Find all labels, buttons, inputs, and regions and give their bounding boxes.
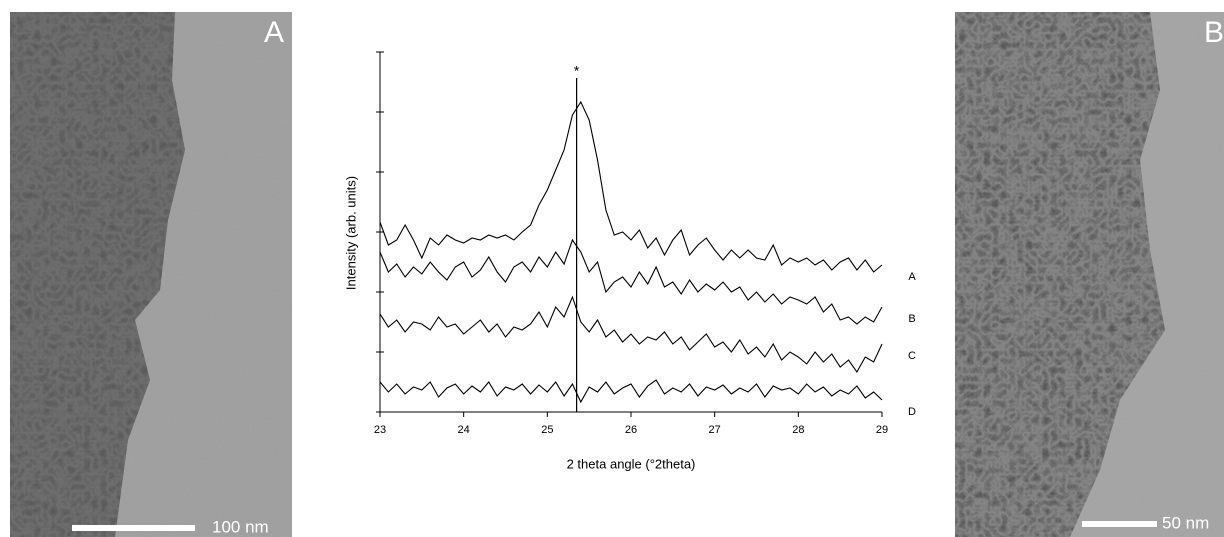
series-label: D bbox=[908, 406, 916, 418]
scale-bar-label: 50 nm bbox=[1162, 513, 1209, 532]
x-tick-label: 25 bbox=[541, 424, 553, 436]
tem-image-b bbox=[955, 12, 1224, 537]
chart: 2 theta angle (°2theta) Intensity (arb. … bbox=[343, 51, 916, 471]
x-axis-label: 2 theta angle (°2theta) bbox=[567, 456, 696, 471]
x-tick-label: 28 bbox=[792, 424, 804, 436]
image-label: B bbox=[1204, 16, 1224, 49]
series-line bbox=[379, 238, 883, 325]
image-label: A bbox=[264, 16, 284, 49]
tem-image-a bbox=[10, 12, 292, 537]
x-tick-label: 26 bbox=[625, 424, 637, 436]
x-tick-label: 23 bbox=[374, 424, 386, 436]
series-line bbox=[379, 100, 883, 273]
series-line bbox=[379, 379, 883, 404]
y-axis-label: Intensity (arb. units) bbox=[343, 176, 358, 290]
series-line bbox=[379, 295, 883, 374]
annotation-label: * bbox=[574, 63, 580, 79]
series-label: C bbox=[908, 350, 916, 362]
x-tick-label: 29 bbox=[876, 424, 888, 436]
x-tick-label: 27 bbox=[709, 424, 721, 436]
series-label: B bbox=[908, 313, 915, 325]
x-tick-label: 24 bbox=[458, 424, 470, 436]
series-label: A bbox=[908, 271, 916, 283]
scale-bar-label: 100 nm bbox=[212, 517, 269, 536]
